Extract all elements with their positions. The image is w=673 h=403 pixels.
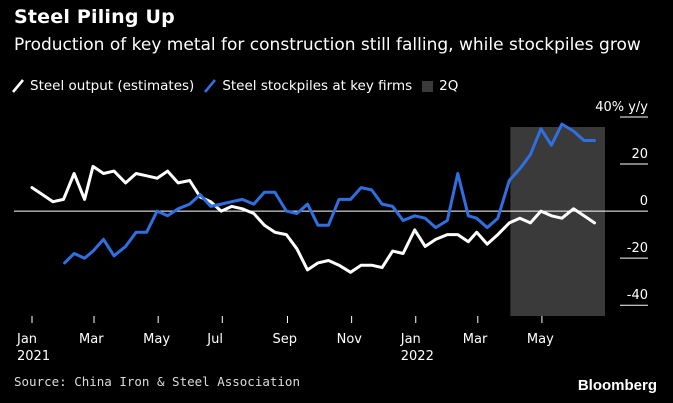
legend-output-swatch-icon (12, 79, 24, 93)
x-tick-year-label: 2022 (401, 349, 434, 364)
y-tick-label: 40% y/y (595, 100, 648, 115)
y-tick-label: -40 (627, 288, 648, 303)
chart-title: Steel Piling Up (14, 6, 175, 28)
series-line-steel-output (30, 164, 596, 274)
y-tick-label: 20 (631, 147, 648, 162)
legend-2q-label: 2Q (439, 78, 459, 94)
legend-2q-swatch-icon (422, 80, 434, 92)
legend-output-label: Steel output (estimates) (30, 78, 195, 94)
y-tick-label: 0 (640, 194, 648, 209)
x-tick-label: Jul (206, 332, 223, 347)
x-tick-label: Jan (400, 332, 421, 347)
x-tick-year-label: 2021 (17, 349, 50, 364)
x-tick-label: Jan (16, 332, 37, 347)
legend-stockpiles-swatch-icon (204, 79, 217, 93)
x-tick-label: Sep (272, 332, 297, 347)
chart-legend: Steel output (estimates) Steel stockpile… (12, 78, 468, 94)
legend-item-output: Steel output (estimates) (12, 78, 194, 94)
series-line-steel-stockpiles (63, 122, 596, 265)
legend-item-stockpiles: Steel stockpiles at key firms (204, 78, 412, 94)
chart-subtitle: Production of key metal for construction… (14, 35, 641, 55)
x-tick-label: Mar (463, 332, 488, 347)
bloomberg-logo: Bloomberg (577, 377, 657, 394)
x-tick-label: May (143, 332, 170, 347)
y-tick-label: -20 (627, 241, 648, 256)
legend-stockpiles-label: Steel stockpiles at key firms (222, 78, 413, 94)
x-tick-label: May (527, 332, 554, 347)
legend-item-2q: 2Q (422, 78, 458, 94)
source-note: Source: China Iron & Steel Association (14, 374, 300, 389)
x-tick-label: Mar (79, 332, 104, 347)
x-tick-label: Nov (337, 332, 363, 347)
